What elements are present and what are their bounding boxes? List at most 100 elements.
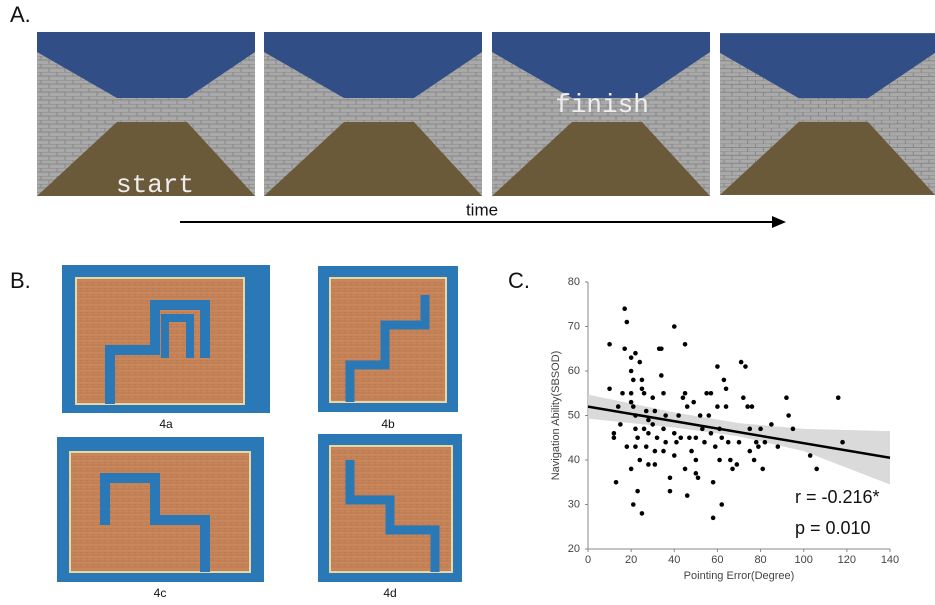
- point: [650, 395, 656, 401]
- y-tick-label: 20: [568, 543, 580, 555]
- point: [710, 515, 716, 521]
- point: [635, 488, 640, 494]
- point: [633, 444, 638, 449]
- point: [717, 457, 722, 463]
- maze-label: 4a: [159, 417, 173, 431]
- point: [728, 457, 733, 463]
- point: [706, 413, 712, 418]
- point: [715, 404, 720, 409]
- x-axis-label: Pointing Error(Degree): [684, 570, 795, 582]
- point: [687, 435, 692, 441]
- point: [628, 466, 634, 472]
- point: [678, 435, 684, 441]
- point: [661, 448, 666, 454]
- x-tick-label: 40: [668, 554, 680, 566]
- point: [643, 408, 649, 414]
- point: [637, 359, 643, 365]
- point: [652, 462, 658, 467]
- point: [663, 439, 668, 445]
- point: [790, 426, 796, 432]
- point: [650, 422, 656, 427]
- fit-line: [587, 405, 891, 460]
- point: [671, 324, 677, 329]
- point: [622, 306, 627, 312]
- point: [646, 417, 651, 423]
- point: [674, 439, 679, 445]
- point: [762, 439, 768, 445]
- point: [643, 444, 649, 449]
- y-tick-label: 40: [568, 454, 580, 466]
- maze-label: 4d: [383, 586, 396, 600]
- point: [708, 431, 714, 436]
- point: [682, 390, 688, 396]
- point: [814, 466, 819, 472]
- point: [652, 448, 658, 454]
- point: [693, 457, 699, 463]
- point: [682, 342, 688, 347]
- screenshot: [264, 32, 482, 196]
- point: [646, 431, 651, 436]
- x-tick-label: 80: [754, 554, 766, 566]
- point: [741, 395, 746, 401]
- point: [639, 511, 645, 516]
- point: [620, 390, 625, 396]
- maze: [57, 437, 264, 582]
- point: [721, 377, 727, 383]
- point: [671, 453, 677, 458]
- maze: [318, 266, 458, 412]
- point: [631, 377, 636, 383]
- point: [712, 444, 718, 449]
- point: [618, 422, 623, 427]
- x-tick-label: 60: [711, 554, 723, 566]
- point: [700, 426, 705, 432]
- point: [659, 346, 664, 352]
- point: [676, 413, 681, 418]
- point: [652, 408, 658, 414]
- point: [639, 386, 645, 392]
- point: [646, 462, 651, 467]
- point: [743, 364, 748, 369]
- point: [663, 413, 668, 418]
- point: [624, 444, 630, 449]
- annotation: p = 0.010: [795, 518, 871, 538]
- point: [693, 435, 699, 441]
- point: [639, 377, 645, 383]
- start-label: start: [116, 170, 194, 200]
- point: [730, 466, 735, 472]
- point: [671, 431, 677, 436]
- point: [725, 439, 731, 445]
- finish-label: finish: [555, 90, 649, 120]
- point: [624, 319, 630, 325]
- point: [747, 426, 753, 432]
- point: [723, 404, 729, 409]
- y-tick-label: 70: [568, 320, 580, 332]
- annotation: r = -0.216*: [795, 487, 880, 507]
- x-tick-label: 140: [881, 554, 899, 566]
- point: [637, 457, 643, 463]
- point: [661, 390, 666, 396]
- point: [835, 395, 841, 401]
- point: [710, 479, 716, 485]
- point: [628, 399, 634, 405]
- x-tick-label: 0: [585, 554, 591, 566]
- point: [715, 364, 720, 369]
- point: [784, 395, 789, 401]
- panel-label: A.: [10, 2, 31, 27]
- point: [611, 435, 617, 441]
- screenshot: [720, 33, 935, 195]
- point: [769, 422, 774, 427]
- point: [775, 444, 781, 449]
- point: [840, 439, 845, 445]
- point: [641, 426, 647, 432]
- point: [695, 475, 701, 481]
- y-tick-label: 50: [568, 409, 580, 421]
- maze: [318, 434, 462, 582]
- point: [736, 439, 742, 445]
- panel-label: C.: [508, 268, 530, 293]
- maze: [62, 265, 270, 413]
- point: [682, 466, 688, 472]
- point: [615, 404, 621, 409]
- point: [691, 399, 696, 405]
- point: [697, 413, 703, 418]
- point: [708, 390, 714, 396]
